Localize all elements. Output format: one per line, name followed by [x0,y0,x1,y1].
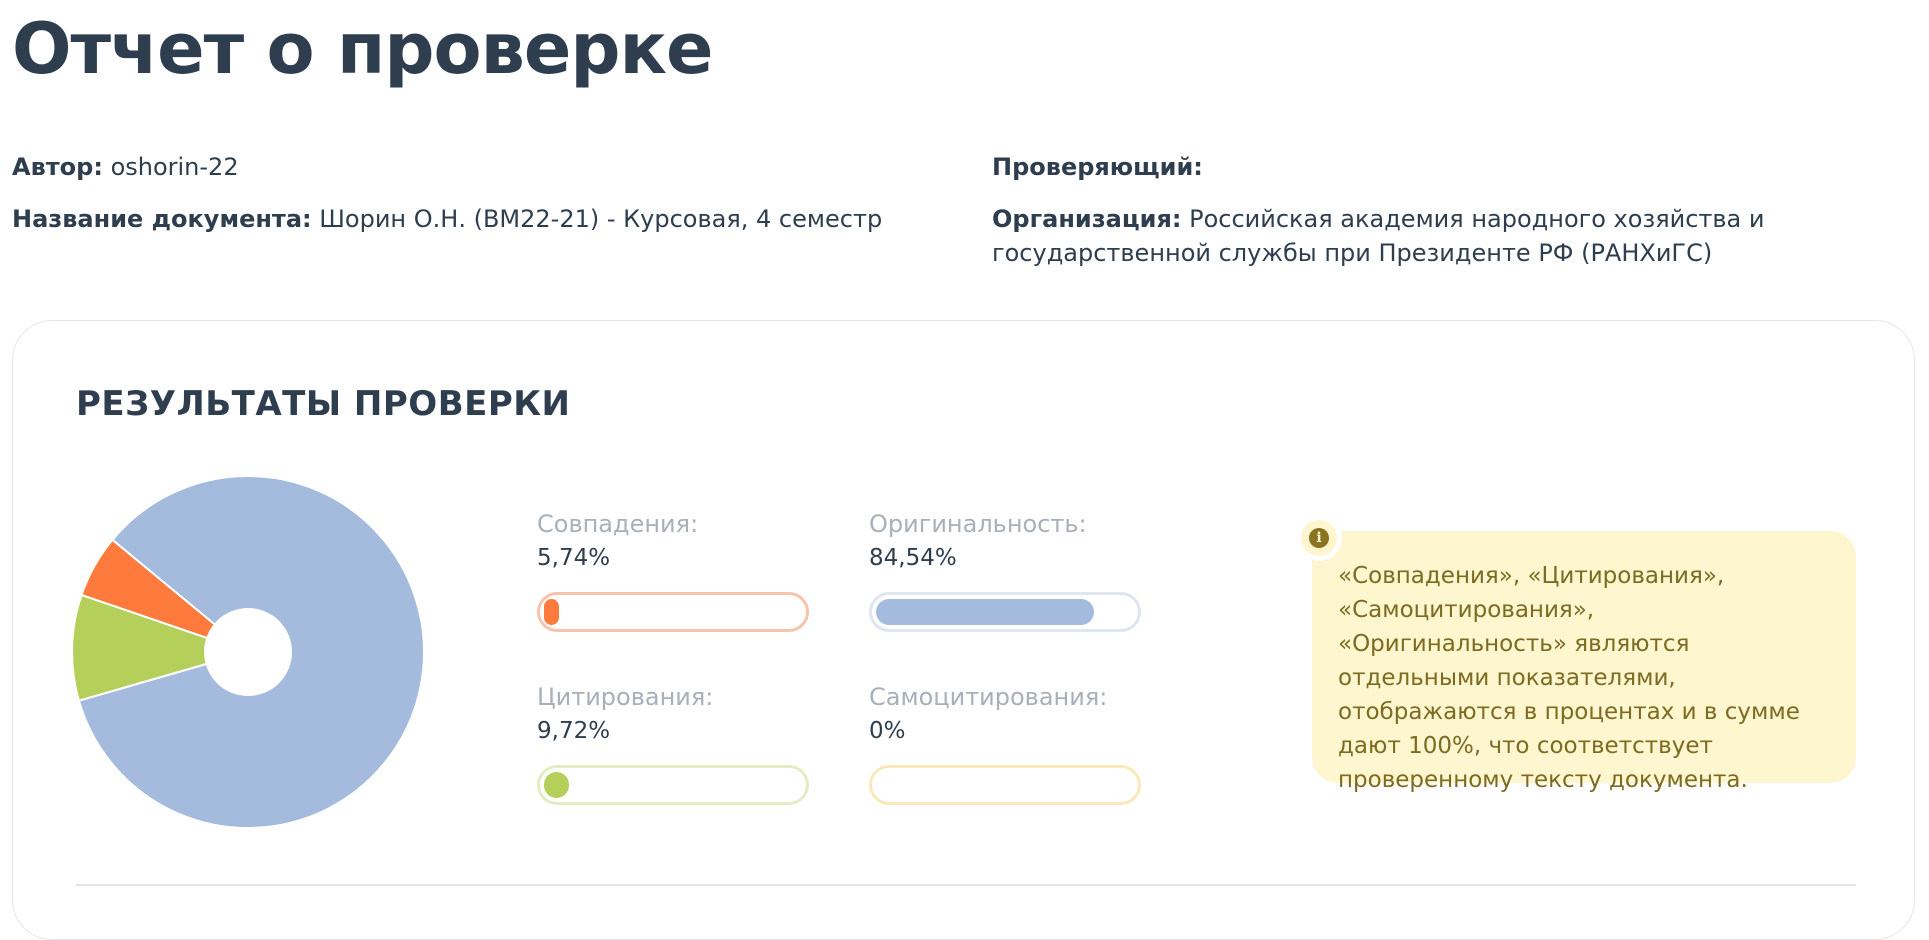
citations-progress-bar [537,765,809,805]
info-note: «Совпадения», «Цитирования», «Самоцитиро… [1312,531,1856,793]
matches-progress-bar [537,592,809,632]
results-pie-chart [71,475,425,829]
info-note-text: «Совпадения», «Цитирования», «Самоцитиро… [1338,563,1800,793]
reviewer-row: Проверяющий: [992,150,1203,184]
matches-label: Совпадения: [537,510,699,538]
author-value: oshorin-22 [102,153,239,181]
self-citations-label: Самоцитирования: [869,683,1108,711]
originality-value: 84,54% [869,545,957,571]
citations-slice [71,593,252,702]
matches-slice [80,538,249,653]
reviewer-label: Проверяющий: [992,153,1203,181]
document-name-label: Название документа: [12,205,312,233]
divider [76,884,1856,886]
organization-row: Организация: Российская академия народно… [992,202,1892,270]
organization-value: Российская академия народного хозяйства … [1181,205,1765,233]
originality-progress-bar [869,592,1141,632]
results-title: РЕЗУЛЬТАТЫ ПРОВЕРКИ [76,384,571,424]
matches-progress-fill [544,599,559,625]
page-title: Отчет о проверке [12,8,713,90]
citations-label: Цитирования: [537,683,714,711]
organization-value-line2: государственной службы при Президенте РФ… [992,239,1713,267]
pie-center-hole [204,608,292,696]
author-row: Автор: oshorin-22 [12,150,239,184]
info-icon: i [1296,515,1342,561]
originality-progress-fill [876,599,1095,625]
document-name-value: Шорин О.Н. (ВМ22-21) - Курсовая, 4 семес… [311,205,883,233]
self-citations-value: 0% [869,718,906,744]
document-name-row: Название документа: Шорин О.Н. (ВМ22-21)… [12,202,882,236]
originality-label: Оригинальность: [869,510,1087,538]
organization-label: Организация: [992,205,1182,233]
citations-progress-fill [544,772,570,798]
citations-value: 9,72% [537,718,611,744]
self-citations-progress-bar [869,765,1141,805]
matches-value: 5,74% [537,545,611,571]
author-label: Автор: [12,153,103,181]
